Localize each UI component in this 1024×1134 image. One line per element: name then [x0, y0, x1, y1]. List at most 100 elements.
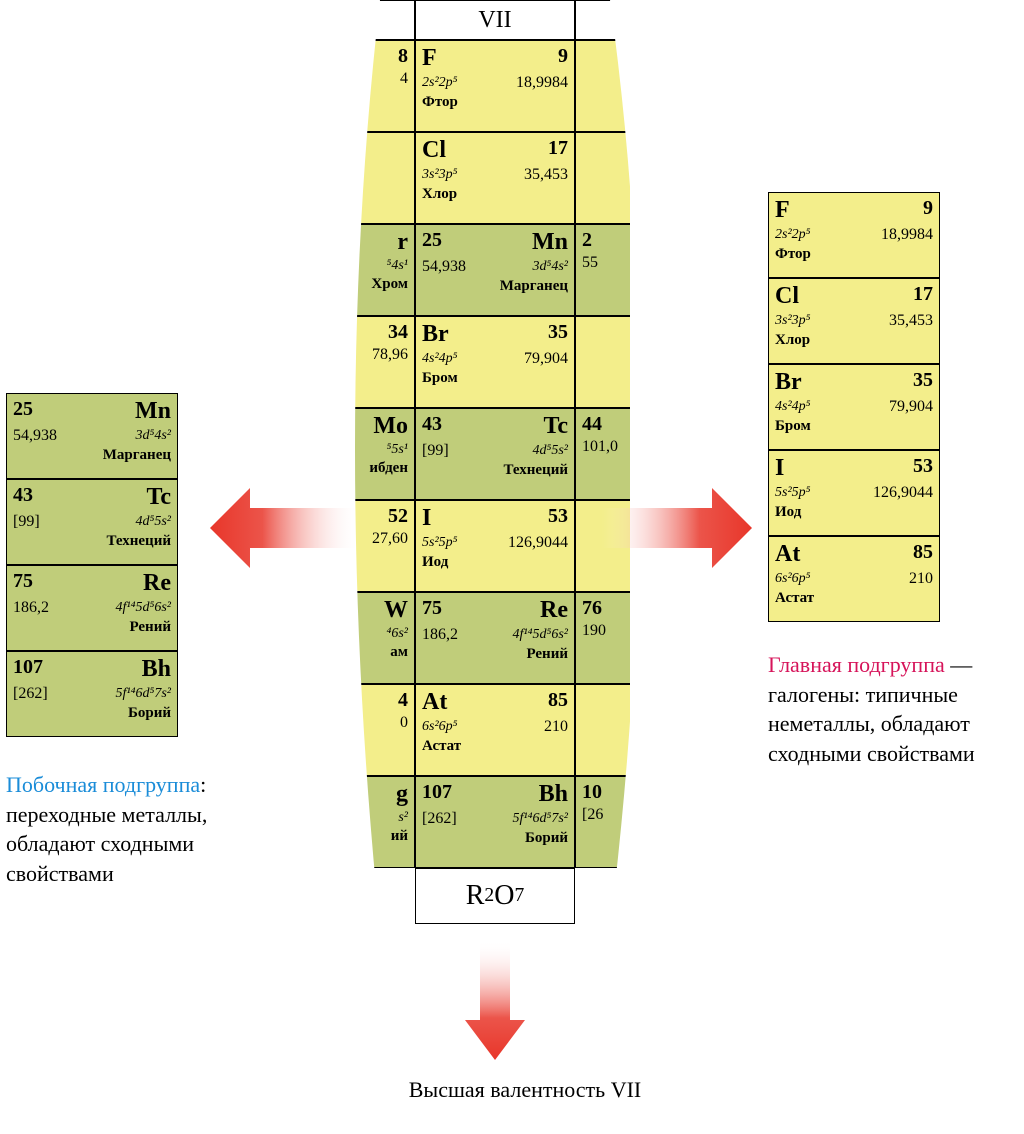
- element-name: Фтор: [775, 246, 933, 263]
- atomic-mass: [262]: [422, 810, 457, 828]
- atomic-number: 107: [422, 781, 452, 804]
- element-symbol: Tc: [544, 413, 568, 440]
- atomic-mass: 210: [909, 570, 933, 588]
- element-symbol: Re: [540, 597, 568, 624]
- electron-config: 5s²5p⁵: [775, 485, 811, 501]
- element-name: Технеций: [422, 462, 568, 479]
- electron-config: 5f¹⁴6d⁵7s²: [513, 811, 569, 827]
- electron-config: 3s²3p⁵: [422, 167, 458, 183]
- element-cell: Cl173s²3p⁵35,453Хлор: [768, 278, 940, 364]
- atomic-mass: 126,9044: [873, 484, 933, 502]
- electron-config: 4f¹⁴5d⁵6s²: [513, 627, 569, 643]
- atomic-mass: 186,2: [13, 599, 49, 617]
- element-name: Марганец: [422, 278, 568, 295]
- element-name: Бром: [422, 370, 568, 387]
- atomic-mass: 54,938: [422, 258, 466, 276]
- element-cell: 75 Re 186,2 4f¹⁴5d⁵6s² Рений: [6, 565, 178, 651]
- element-cell: 25Mn54,9383d⁵4s²Марганец: [415, 224, 575, 316]
- atomic-mass: 210: [544, 718, 568, 736]
- element-name: Астат: [422, 738, 568, 755]
- element-name: Рений: [422, 646, 568, 663]
- element-cell: At 85 6s²6p⁵ 210 Астат: [415, 684, 575, 776]
- element-symbol: Bh: [539, 781, 568, 808]
- element-symbol: F: [775, 197, 790, 224]
- element-cell: 107 Bh [262] 5f¹⁴6d⁵7s² Борий: [415, 776, 575, 868]
- atomic-number: 43: [422, 413, 442, 436]
- element-symbol: Re: [143, 570, 171, 597]
- atomic-number: 9: [558, 45, 568, 68]
- element-cell: Br 35 4s²4p⁵ 79,904 Бром: [415, 316, 575, 408]
- atomic-number: 35: [548, 321, 568, 344]
- atomic-number: 85: [548, 689, 568, 712]
- element-cell: Br354s²4p⁵79,904Бром: [768, 364, 940, 450]
- element-symbol: I: [775, 455, 784, 482]
- element-cell: I535s²5p⁵126,9044Иод: [415, 500, 575, 592]
- element-cell: 75 Re 186,2 4f¹⁴5d⁵6s² Рений: [415, 592, 575, 684]
- element-name: Фтор: [422, 94, 568, 111]
- element-cell: 43Tc[99]4d⁵5s²Технеций: [415, 408, 575, 500]
- element-symbol: Tc: [147, 484, 171, 511]
- element-symbol: Bh: [142, 656, 171, 683]
- element-symbol: Br: [422, 321, 449, 348]
- electron-config: 5f¹⁴6d⁵7s²: [116, 686, 172, 702]
- electron-config: 4d⁵5s²: [135, 514, 171, 530]
- electron-config: 2s²2p⁵: [422, 75, 458, 91]
- element-symbol: At: [422, 689, 447, 716]
- element-cell: I535s²5p⁵126,9044Иод: [768, 450, 940, 536]
- element-name: Хлор: [775, 332, 933, 349]
- down-arrow-icon: [445, 940, 545, 1080]
- atomic-number: 17: [548, 137, 568, 160]
- atomic-number: 75: [422, 597, 442, 620]
- atomic-mass: [99]: [422, 442, 449, 460]
- electron-config: 4f¹⁴5d⁵6s²: [116, 600, 172, 616]
- atomic-mass: [99]: [13, 513, 40, 531]
- element-symbol: Cl: [422, 137, 446, 164]
- atomic-mass: 79,904: [524, 350, 568, 368]
- atomic-mass: 18,9984: [516, 74, 568, 92]
- atomic-mass: 35,453: [889, 312, 933, 330]
- electron-config: 5s²5p⁵: [422, 535, 458, 551]
- element-cell: 43Tc[99]4d⁵5s²Технеций: [6, 479, 178, 565]
- electron-config: 3s²3p⁵: [775, 313, 811, 329]
- atomic-number: 35: [913, 369, 933, 392]
- element-cell: At856s²6p⁵210Астат: [768, 536, 940, 622]
- atomic-number: 9: [923, 197, 933, 220]
- atomic-number: 53: [548, 505, 568, 528]
- element-name: Иод: [422, 554, 568, 571]
- atomic-number: 75: [13, 570, 33, 593]
- element-name: Астат: [775, 590, 933, 607]
- atomic-number: 43: [13, 484, 33, 507]
- element-name: Бром: [775, 418, 933, 435]
- left-arrow-icon: [190, 468, 360, 588]
- element-name: Борий: [13, 705, 171, 722]
- element-name: Марганец: [13, 447, 171, 464]
- atomic-mass: [262]: [13, 685, 48, 703]
- atomic-number: 17: [913, 283, 933, 306]
- element-cell: 25Mn54,9383d⁵4s²Марганец: [6, 393, 178, 479]
- electron-config: 4s²4p⁵: [422, 351, 458, 367]
- caption-lead: Главная подгруппа: [768, 652, 945, 677]
- right-arrow-icon: [602, 468, 772, 588]
- element-name: Хлор: [422, 186, 568, 203]
- element-symbol: I: [422, 505, 431, 532]
- electron-config: 6s²6p⁵: [422, 719, 458, 735]
- atomic-number: 25: [13, 398, 33, 421]
- element-name: Иод: [775, 504, 933, 521]
- electron-config: 3d⁵4s²: [532, 259, 568, 275]
- right-caption: Главная подгруппа — галогены: типичные н…: [768, 650, 1024, 769]
- element-name: Рений: [13, 619, 171, 636]
- left-caption: Побочная подгруппа: переходные металлы, …: [6, 770, 286, 889]
- electron-config: 3d⁵4s²: [135, 428, 171, 444]
- atomic-mass: 186,2: [422, 626, 458, 644]
- curve-mask-left: [320, 0, 410, 928]
- element-cell: 107Bh[262]5f¹⁴6d⁵7s²Борий: [6, 651, 178, 737]
- oxide-formula: R2O7: [415, 868, 575, 924]
- electron-config: 2s²2p⁵: [775, 227, 811, 243]
- element-symbol: F: [422, 45, 437, 72]
- element-name: Борий: [422, 830, 568, 847]
- element-cell: F92s²2p⁵18,9984Фтор: [768, 192, 940, 278]
- caption-lead: Побочная подгруппа: [6, 772, 200, 797]
- element-symbol: Mn: [532, 229, 568, 256]
- bottom-caption: Высшая валентность VII: [350, 1075, 700, 1105]
- element-cell: F 9 2s²2p⁵ 18,9984 Фтор: [415, 40, 575, 132]
